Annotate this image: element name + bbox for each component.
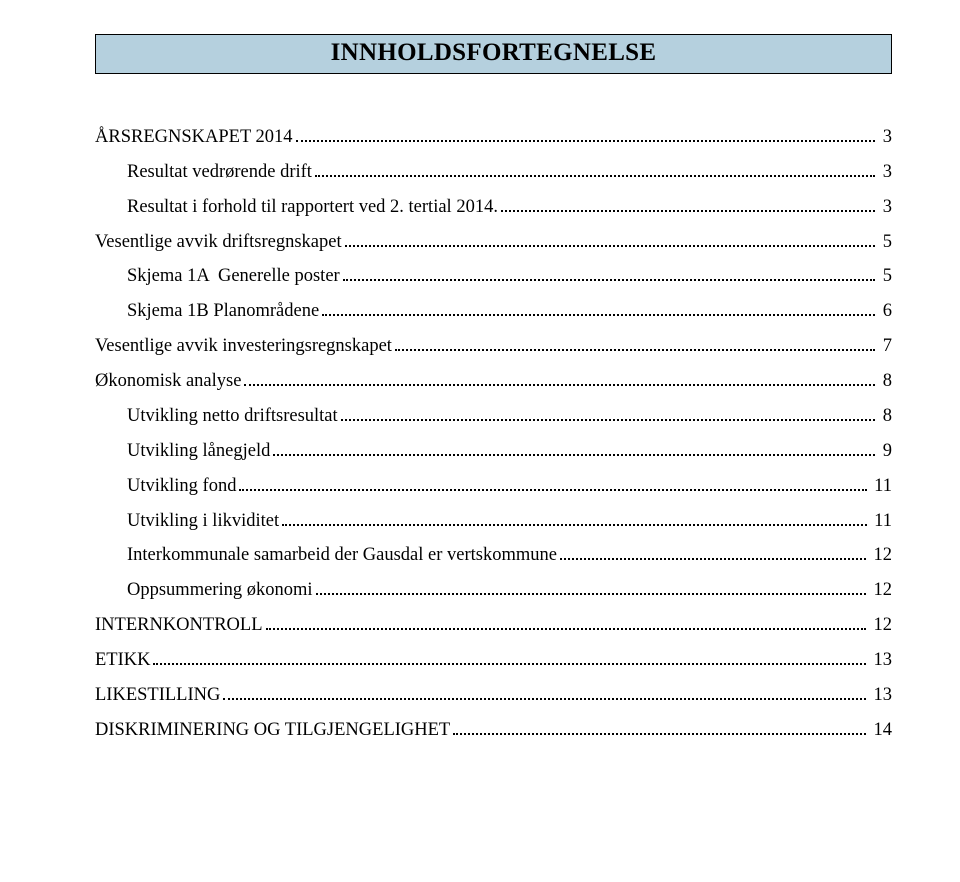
toc-entry[interactable]: DISKRIMINERING OG TILGJENGELIGHET 14 (95, 719, 892, 739)
toc-entry-page: 6 (878, 302, 892, 321)
document-page: INNHOLDSFORTEGNELSE ÅRSREGNSKAPET 2014 3… (0, 0, 960, 882)
toc-entry-label: Interkommunale samarbeid der Gausdal er … (95, 546, 557, 565)
table-of-contents: ÅRSREGNSKAPET 2014 3Resultat vedrørende … (95, 126, 892, 739)
toc-entry[interactable]: LIKESTILLING 13 (95, 684, 892, 704)
toc-leader-dots (345, 231, 876, 247)
page-title: INNHOLDSFORTEGNELSE (106, 39, 881, 67)
toc-entry-label: Utvikling fond (95, 477, 236, 496)
toc-entry-page: 12 (869, 546, 892, 565)
toc-entry-label: INTERNKONTROLL (95, 616, 263, 635)
toc-entry-page: 14 (869, 721, 892, 740)
toc-entry[interactable]: Resultat i forhold til rapportert ved 2.… (95, 196, 892, 216)
toc-entry-label: Resultat vedrørende drift (95, 163, 312, 182)
toc-entry-page: 11 (870, 512, 892, 531)
toc-entry-label: ETIKK (95, 651, 150, 670)
toc-entry-page: 7 (878, 337, 892, 356)
toc-leader-dots (343, 266, 875, 282)
toc-entry-label: LIKESTILLING (95, 686, 220, 705)
toc-entry-page: 3 (878, 128, 892, 147)
toc-entry[interactable]: Vesentlige avvik driftsregnskapet 5 (95, 231, 892, 251)
toc-leader-dots (341, 405, 875, 421)
toc-entry-label: Vesentlige avvik driftsregnskapet (95, 233, 342, 252)
toc-entry-label: Økonomisk analyse (95, 372, 241, 391)
toc-entry-label: Oppsummering økonomi (95, 581, 313, 600)
toc-entry-page: 9 (878, 442, 892, 461)
toc-entry[interactable]: Utvikling netto driftsresultat 8 (95, 405, 892, 425)
toc-leader-dots (244, 370, 875, 386)
toc-leader-dots (453, 719, 866, 735)
toc-leader-dots (239, 475, 866, 491)
toc-entry[interactable]: Oppsummering økonomi 12 (95, 579, 892, 599)
toc-leader-dots (282, 510, 866, 526)
toc-leader-dots (273, 440, 875, 456)
toc-entry-label: Utvikling lånegjeld (95, 442, 270, 461)
toc-entry-label: Vesentlige avvik investeringsregnskapet (95, 337, 392, 356)
toc-entry[interactable]: Resultat vedrørende drift 3 (95, 161, 892, 181)
toc-entry[interactable]: Utvikling i likviditet 11 (95, 510, 892, 530)
toc-entry[interactable]: Økonomisk analyse 8 (95, 370, 892, 390)
toc-leader-dots (266, 614, 866, 630)
toc-entry-page: 13 (869, 686, 892, 705)
toc-entry-page: 5 (878, 233, 892, 252)
toc-entry[interactable]: Interkommunale samarbeid der Gausdal er … (95, 545, 892, 565)
toc-entry-page: 8 (878, 407, 892, 426)
toc-entry[interactable]: Skjema 1B Planområdene 6 (95, 300, 892, 320)
toc-list: ÅRSREGNSKAPET 2014 3Resultat vedrørende … (95, 126, 892, 739)
toc-entry-page: 5 (878, 267, 892, 286)
toc-entry[interactable]: ÅRSREGNSKAPET 2014 3 (95, 126, 892, 146)
toc-leader-dots (501, 196, 875, 212)
toc-entry-page: 3 (878, 198, 892, 217)
toc-entry[interactable]: Vesentlige avvik investeringsregnskapet … (95, 335, 892, 355)
toc-entry-label: ÅRSREGNSKAPET 2014 (95, 128, 293, 147)
toc-leader-dots (315, 161, 875, 177)
toc-entry-label: Skjema 1B Planområdene (95, 302, 319, 321)
toc-entry-label: Resultat i forhold til rapportert ved 2.… (95, 198, 498, 217)
toc-entry-label: Skjema 1A Generelle poster (95, 267, 340, 286)
toc-entry-label: Utvikling i likviditet (95, 512, 279, 531)
toc-entry-page: 11 (870, 477, 892, 496)
toc-entry[interactable]: Utvikling lånegjeld 9 (95, 440, 892, 460)
toc-entry[interactable]: INTERNKONTROLL 12 (95, 614, 892, 634)
title-box: INNHOLDSFORTEGNELSE (95, 34, 892, 74)
toc-leader-dots (316, 579, 866, 595)
toc-entry[interactable]: Skjema 1A Generelle poster 5 (95, 266, 892, 286)
toc-entry[interactable]: Utvikling fond 11 (95, 475, 892, 495)
toc-entry-page: 12 (869, 581, 892, 600)
toc-entry-page: 13 (869, 651, 892, 670)
toc-leader-dots (322, 300, 875, 316)
toc-leader-dots (296, 126, 876, 142)
toc-leader-dots (560, 545, 866, 561)
toc-leader-dots (223, 684, 866, 700)
toc-entry-page: 8 (878, 372, 892, 391)
toc-leader-dots (395, 335, 875, 351)
toc-entry[interactable]: ETIKK 13 (95, 649, 892, 669)
toc-entry-label: Utvikling netto driftsresultat (95, 407, 338, 426)
toc-entry-label: DISKRIMINERING OG TILGJENGELIGHET (95, 721, 450, 740)
toc-entry-page: 12 (869, 616, 892, 635)
toc-entry-page: 3 (878, 163, 892, 182)
toc-leader-dots (153, 649, 865, 665)
